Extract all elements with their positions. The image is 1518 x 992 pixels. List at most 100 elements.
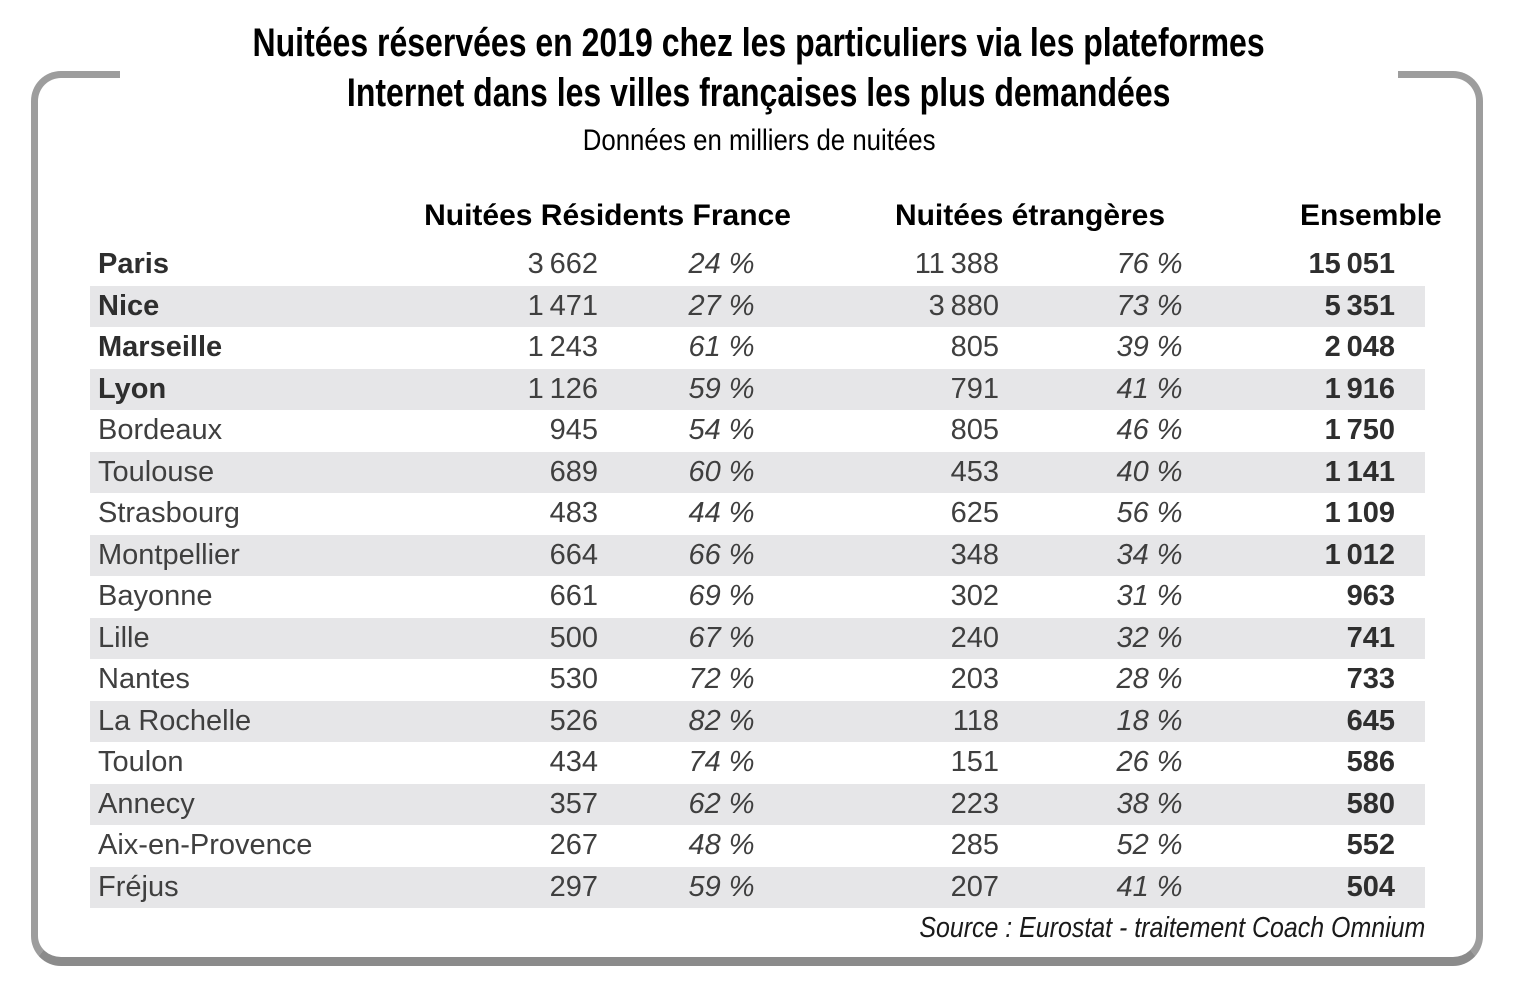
table-row-la-rochelle: La Rochelle 526 82 % 118 18 % 645 [90, 700, 1425, 742]
residents-percent: 62 % [688, 787, 755, 820]
foreign-value: 203 [950, 663, 999, 695]
total-value: 645 [1346, 704, 1395, 737]
figure-title-line1: Nuitées réservées en 2019 chez les parti… [120, 18, 1398, 68]
residents-value: 664 [549, 538, 598, 571]
figure-title-line2: Internet dans les villes françaises les … [120, 68, 1398, 118]
foreign-value: 791 [950, 372, 999, 405]
table-header-row: Nuitées Résidents France Nuitées étrangè… [90, 196, 1442, 244]
city-label: Annecy [98, 787, 195, 820]
foreign-percent: 32 % [1116, 621, 1183, 654]
foreign-percent: 41 % [1116, 870, 1183, 903]
foreign-percent: 76 % [1116, 248, 1183, 280]
residents-value: 945 [549, 414, 598, 446]
foreign-percent: 18 % [1116, 704, 1183, 737]
residents-percent: 69 % [688, 580, 755, 612]
figure-title-line1-text: Nuitées réservées en 2019 chez les parti… [252, 21, 1266, 65]
title-block: Nuitées réservées en 2019 chez les parti… [120, 18, 1398, 158]
table-row-strasbourg: Strasbourg 483 44 % 625 56 % 1 109 [90, 493, 1425, 535]
total-value: 1 750 [1324, 414, 1395, 446]
residents-value: 1 126 [527, 372, 598, 405]
total-value: 1 109 [1324, 497, 1395, 529]
table-row-montpellier: Montpellier 664 66 % 348 34 % 1 012 [90, 534, 1425, 576]
foreign-value: 207 [950, 870, 999, 903]
foreign-value: 118 [952, 704, 999, 737]
header-ensemble: Ensemble [1300, 199, 1442, 232]
foreign-value: 11 388 [914, 248, 999, 280]
city-label: Lille [98, 621, 150, 654]
table-row-aix-en-provence: Aix-en-Provence 267 48 % 285 52 % 552 [90, 825, 1425, 867]
foreign-value: 285 [950, 829, 999, 861]
city-label: Montpellier [98, 538, 240, 571]
table-row-annecy: Annecy 357 62 % 223 38 % 580 [90, 783, 1425, 825]
data-table: Nuitées Résidents France Nuitées étrangè… [90, 196, 1442, 948]
total-value: 552 [1346, 829, 1395, 861]
foreign-percent: 40 % [1116, 455, 1183, 488]
foreign-value: 223 [950, 787, 999, 820]
residents-percent: 72 % [688, 663, 755, 695]
total-value: 504 [1346, 870, 1395, 903]
residents-value: 357 [549, 787, 598, 820]
total-value: 1 012 [1324, 538, 1395, 571]
city-label: Fréjus [98, 870, 179, 903]
source-note-text: Source : Eurostat - traitement Coach Omn… [919, 912, 1425, 944]
city-label: Aix-en-Provence [98, 829, 313, 861]
table-body: Paris 3 662 24 % 11 388 76 % 15 051 Nice… [90, 244, 1425, 908]
city-label: La Rochelle [98, 704, 252, 737]
foreign-percent: 39 % [1116, 331, 1183, 363]
foreign-value: 302 [950, 580, 999, 612]
residents-value: 500 [549, 621, 598, 654]
city-label: Bayonne [98, 580, 213, 612]
total-value: 15 051 [1308, 248, 1395, 280]
foreign-percent: 56 % [1116, 497, 1183, 529]
residents-value: 1 471 [527, 289, 598, 322]
foreign-value: 453 [950, 455, 999, 488]
foreign-value: 805 [950, 414, 999, 446]
foreign-percent: 52 % [1116, 829, 1183, 861]
residents-percent: 60 % [688, 455, 755, 488]
total-value: 580 [1346, 787, 1395, 820]
residents-percent: 61 % [688, 331, 755, 363]
residents-value: 526 [549, 704, 598, 737]
residents-percent: 48 % [688, 829, 755, 861]
foreign-value: 348 [950, 538, 999, 571]
table-row-toulon: Toulon 434 74 % 151 26 % 586 [90, 742, 1425, 784]
source-note: Source : Eurostat - traitement Coach Omn… [90, 908, 1425, 948]
foreign-percent: 26 % [1116, 746, 1183, 778]
residents-percent: 24 % [688, 248, 755, 280]
residents-value: 267 [549, 829, 598, 861]
residents-percent: 54 % [688, 414, 755, 446]
table-row-lyon: Lyon 1 126 59 % 791 41 % 1 916 [90, 368, 1425, 410]
residents-percent: 74 % [688, 746, 755, 778]
foreign-percent: 31 % [1116, 580, 1183, 612]
residents-percent: 59 % [688, 372, 755, 405]
city-label: Bordeaux [98, 414, 223, 446]
residents-percent: 82 % [688, 704, 755, 737]
foreign-percent: 41 % [1116, 372, 1183, 405]
residents-value: 530 [549, 663, 598, 695]
foreign-percent: 38 % [1116, 787, 1183, 820]
table-row-bayonne: Bayonne 661 69 % 302 31 % 963 [90, 576, 1425, 618]
table-row-marseille: Marseille 1 243 61 % 805 39 % 2 048 [90, 327, 1425, 369]
table-row-frejus: Fréjus 297 59 % 207 41 % 504 [90, 866, 1425, 908]
residents-value: 689 [549, 455, 598, 488]
total-value: 586 [1346, 746, 1395, 778]
total-value: 2 048 [1324, 331, 1395, 363]
residents-percent: 66 % [688, 538, 755, 571]
header-etrangeres: Nuitées étrangères [894, 199, 1166, 232]
table-row-paris: Paris 3 662 24 % 11 388 76 % 15 051 [90, 244, 1425, 286]
foreign-percent: 73 % [1116, 289, 1183, 322]
foreign-value: 240 [950, 621, 999, 654]
total-value: 741 [1346, 621, 1395, 654]
total-value: 1 916 [1324, 372, 1395, 405]
residents-value: 483 [549, 497, 598, 529]
total-value: 733 [1346, 663, 1395, 695]
city-label: Nice [98, 289, 160, 322]
foreign-value: 3 880 [928, 289, 999, 322]
table-row-toulouse: Toulouse 689 60 % 453 40 % 1 141 [90, 451, 1425, 493]
foreign-value: 805 [950, 331, 999, 363]
figure-subtitle: Données en milliers de nuitées [120, 124, 1398, 158]
table-row-bordeaux: Bordeaux 945 54 % 805 46 % 1 750 [90, 410, 1425, 452]
table-row-lille: Lille 500 67 % 240 32 % 741 [90, 617, 1425, 659]
header-residents-france: Nuitées Résidents France [424, 199, 791, 232]
